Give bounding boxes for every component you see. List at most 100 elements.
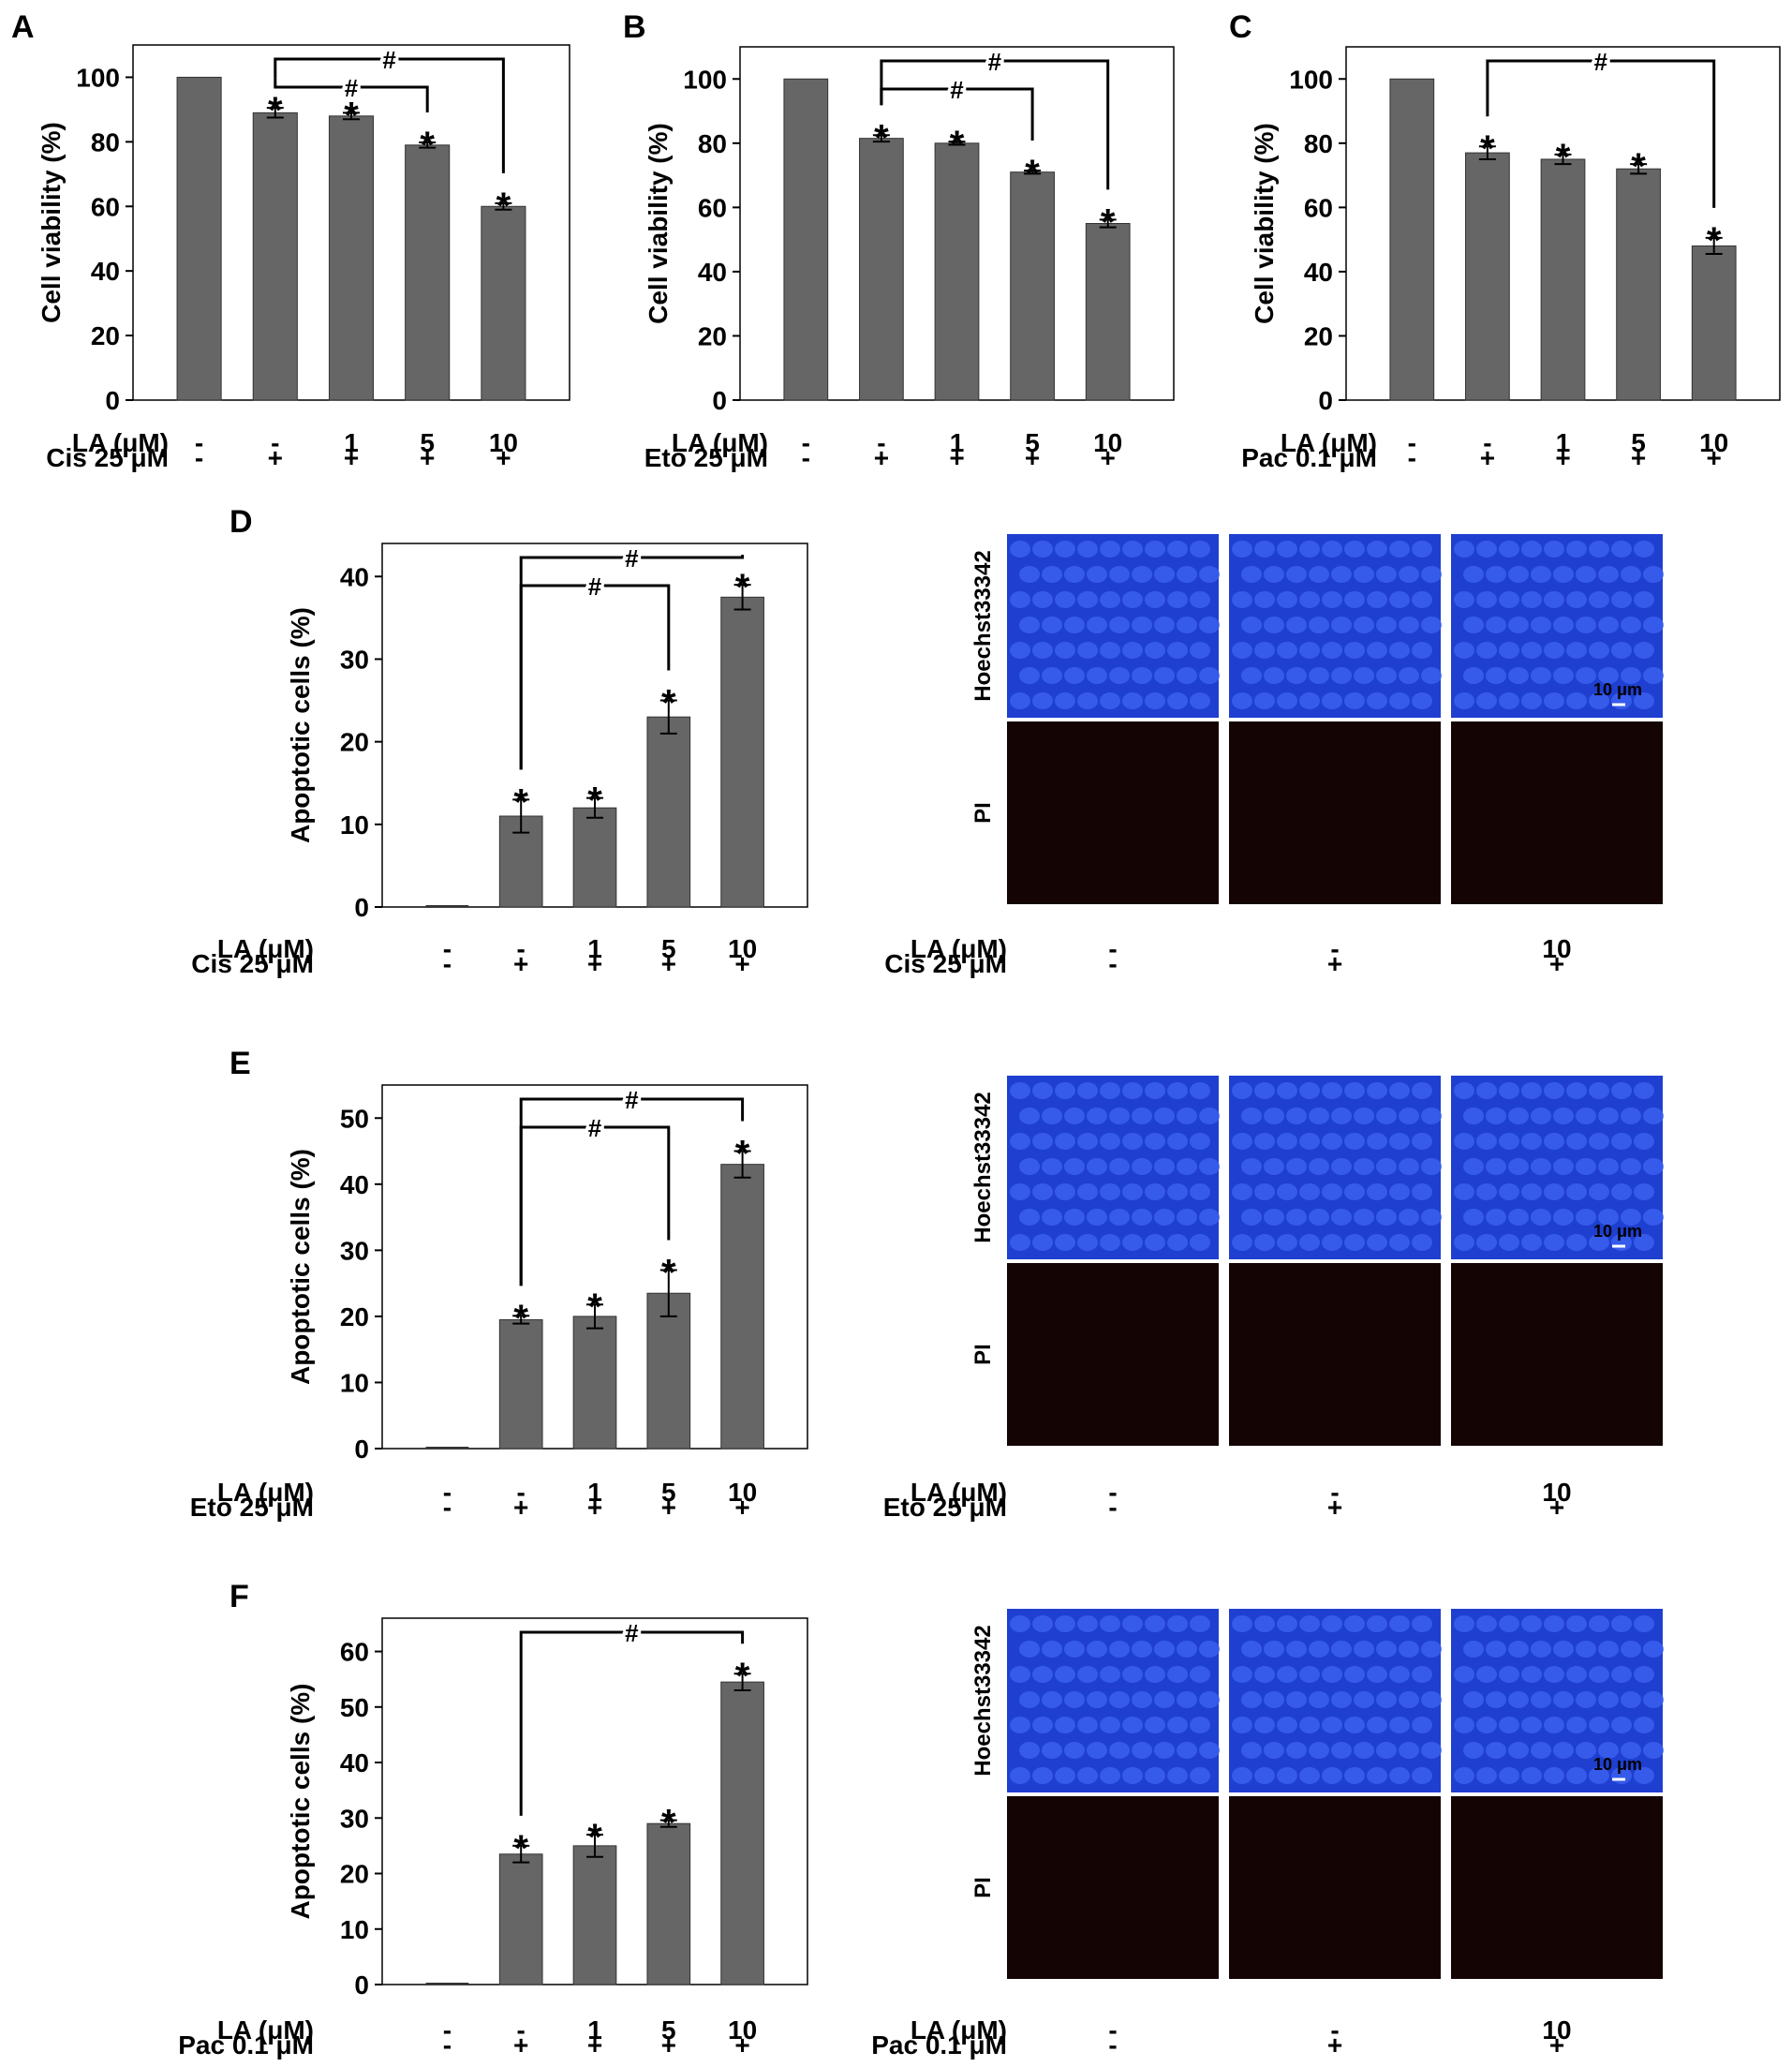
nucleus <box>1412 1082 1432 1099</box>
nucleus <box>1476 1767 1497 1784</box>
nucleus <box>1322 1615 1342 1632</box>
nucleus <box>1100 1234 1120 1251</box>
nucleus <box>1454 541 1474 558</box>
nucleus <box>1399 667 1419 684</box>
nucleus <box>1241 1108 1262 1124</box>
nucleus <box>1145 1767 1165 1784</box>
nucleus <box>1367 541 1387 558</box>
nucleus <box>1299 642 1320 659</box>
nucleus <box>1132 1209 1152 1226</box>
nucleus <box>1087 1691 1107 1708</box>
nucleus <box>1254 541 1275 558</box>
bar <box>1540 158 1586 401</box>
image-la-value: - <box>1330 2015 1339 2045</box>
la-value: 10 <box>728 2015 757 2045</box>
bar <box>252 112 298 401</box>
significance-star: * <box>268 90 283 131</box>
nucleus <box>1042 1158 1062 1175</box>
nucleus <box>1531 1108 1551 1124</box>
nucleus <box>1463 667 1484 684</box>
nucleus <box>1634 1767 1654 1784</box>
y-tick-label: 20 <box>91 321 120 350</box>
nucleus <box>1122 1183 1143 1200</box>
nucleus <box>1463 1691 1484 1708</box>
la-value: - <box>517 1478 526 1507</box>
nucleus <box>1309 1691 1329 1708</box>
nucleus <box>1643 1158 1664 1175</box>
nucleus <box>1264 1209 1284 1226</box>
nucleus <box>1277 1183 1297 1200</box>
nucleus <box>1521 1234 1542 1251</box>
nucleus <box>1042 667 1062 684</box>
nucleus <box>1032 1082 1053 1099</box>
nucleus <box>1032 1717 1053 1733</box>
nucleus <box>1019 1691 1040 1708</box>
nucleus <box>1454 1183 1474 1200</box>
nucleus <box>1109 1641 1130 1658</box>
nucleus <box>1055 1615 1075 1632</box>
bracket-label: # <box>588 1114 602 1142</box>
nucleus <box>1277 1133 1297 1150</box>
nucleus <box>1521 1666 1542 1683</box>
image-drug-row-label: Cis 25 μM <box>884 949 1007 978</box>
significance-star: * <box>950 124 965 165</box>
nucleus <box>1476 1183 1497 1200</box>
nucleus <box>1032 1767 1053 1784</box>
significance-star: * <box>496 186 511 227</box>
nucleus <box>1521 1183 1542 1200</box>
nucleus <box>1232 1666 1252 1683</box>
nucleus <box>1544 1615 1564 1632</box>
significance-bracket <box>519 1125 671 1286</box>
nucleus <box>1412 1615 1432 1632</box>
nucleus <box>1412 1666 1432 1683</box>
nucleus <box>1299 591 1320 608</box>
nucleus <box>1531 1691 1551 1708</box>
nucleus <box>1367 1767 1387 1784</box>
nucleus <box>1145 1717 1165 1733</box>
bar <box>1465 152 1510 401</box>
nucleus <box>1486 1691 1506 1708</box>
significance-star: * <box>1101 201 1116 243</box>
la-value: 1 <box>1556 428 1571 457</box>
y-tick-label: 0 <box>354 893 369 922</box>
nucleus <box>1154 1641 1175 1658</box>
nucleus <box>1589 541 1609 558</box>
nucleus <box>1055 1234 1075 1251</box>
significance-star: * <box>513 1298 528 1339</box>
la-value: - <box>443 934 452 963</box>
pi-image <box>1229 1263 1441 1446</box>
la-value: - <box>443 2015 452 2045</box>
panel-letter: F <box>230 1579 249 1614</box>
nucleus <box>1521 1615 1542 1632</box>
nucleus <box>1100 591 1120 608</box>
nucleus <box>1277 642 1297 659</box>
nucleus <box>1232 692 1252 709</box>
nucleus <box>1367 1183 1387 1200</box>
nucleus <box>1122 1133 1143 1150</box>
nucleus <box>1109 1209 1130 1226</box>
la-value: 1 <box>587 2015 602 2045</box>
nucleus <box>1064 617 1085 633</box>
bar <box>859 138 904 401</box>
bar <box>783 78 829 401</box>
nucleus <box>1576 617 1596 633</box>
nucleus <box>1344 541 1365 558</box>
la-value: - <box>443 1478 452 1507</box>
nucleus <box>1100 1615 1120 1632</box>
nucleus <box>1486 1742 1506 1759</box>
nucleus <box>1299 1133 1320 1150</box>
nucleus <box>1643 1641 1664 1658</box>
y-tick-label: 40 <box>91 257 120 286</box>
nucleus <box>1544 541 1564 558</box>
nucleus <box>1177 1641 1197 1658</box>
nucleus <box>1553 1691 1574 1708</box>
drug-value: + <box>1480 443 1495 472</box>
drug-row-label: Pac 0.1 μM <box>1241 443 1377 472</box>
nucleus <box>1589 692 1609 709</box>
la-value: 5 <box>1025 428 1040 457</box>
nucleus <box>1499 541 1519 558</box>
nucleus <box>1032 1234 1053 1251</box>
nucleus <box>1032 591 1053 608</box>
nucleus <box>1122 1615 1143 1632</box>
nucleus <box>1264 1108 1284 1124</box>
